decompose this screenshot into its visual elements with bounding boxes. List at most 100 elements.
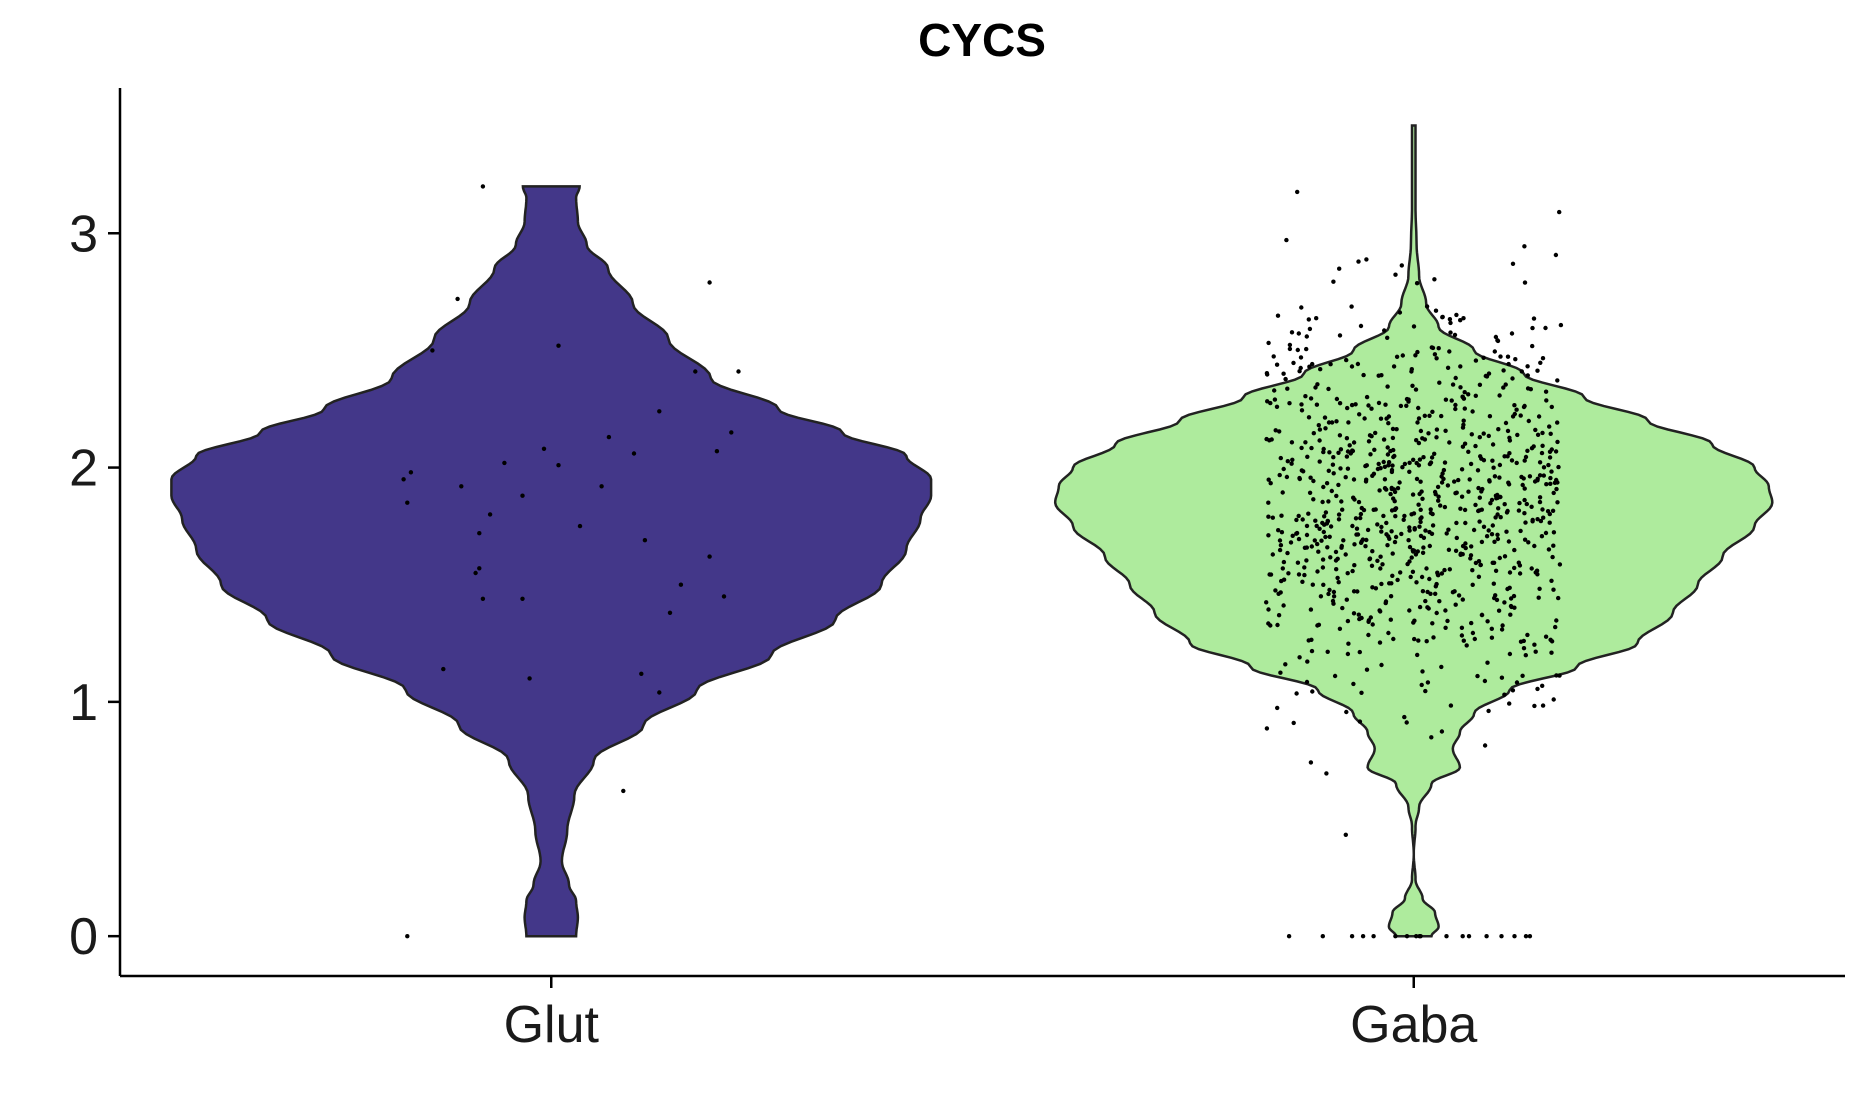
data-point [1283,376,1288,382]
data-point [1388,594,1394,599]
data-point [1512,403,1517,408]
data-point [1369,563,1375,568]
data-point [1268,481,1273,486]
data-point [1527,934,1533,939]
data-point [1331,589,1337,595]
data-point [1505,454,1510,459]
data-point [1307,326,1313,332]
data-point [1321,582,1326,587]
data-point [1502,502,1507,507]
data-point [1310,361,1315,367]
data-point [1375,558,1380,563]
data-point [1337,433,1343,438]
data-point [1340,605,1345,611]
data-point [1443,428,1448,433]
data-point [1520,482,1525,488]
data-point [1498,515,1503,520]
data-point [1444,934,1449,939]
data-point [707,280,712,285]
data-point [1550,508,1556,513]
data-point [1543,634,1549,639]
data-point [1314,402,1320,407]
data-point [1285,550,1290,556]
data-point [1275,313,1281,318]
data-point [1398,570,1403,575]
data-point [1521,646,1527,651]
data-point [1389,486,1395,492]
data-point [1425,589,1430,595]
data-point [1343,475,1348,480]
data-point [1499,934,1504,939]
data-point [1331,594,1337,599]
data-point [1266,500,1271,505]
data-point [1382,464,1388,469]
data-point [1336,482,1341,488]
data-point [1461,418,1466,423]
data-point [1417,934,1422,939]
data-point [606,434,612,440]
data-point [1439,413,1444,419]
data-point [1412,636,1417,642]
data-point [1496,506,1501,511]
data-point [480,184,486,189]
data-point [1512,411,1518,417]
data-point [1426,606,1431,611]
data-point [1529,566,1534,571]
data-point [1551,530,1557,535]
data-point [1505,586,1510,592]
data-point [1432,451,1437,456]
data-point [1279,530,1285,535]
data-point [1304,679,1310,685]
data-point [1437,599,1442,604]
data-point [1502,554,1508,559]
data-point [1441,467,1447,473]
data-point [1445,483,1451,488]
data-point [1453,406,1458,412]
data-point [1313,518,1318,523]
data-point [1419,574,1425,580]
data-point [1445,618,1450,624]
data-point [1443,608,1448,613]
data-point [1318,594,1324,599]
data-point [1554,486,1559,492]
data-point [1336,450,1341,455]
data-point [1553,624,1558,630]
data-point [1304,558,1309,563]
data-point [1352,542,1357,547]
data-point [1537,495,1543,500]
data-point [1266,533,1271,538]
data-point [1367,433,1373,438]
data-point [1434,427,1440,432]
data-point [1303,440,1308,445]
data-point [1514,460,1519,466]
data-point [1477,435,1483,440]
data-point [1525,448,1530,453]
data-point [1437,380,1442,385]
data-point [1415,652,1420,658]
data-point [473,570,478,576]
data-point [1513,357,1518,362]
data-point [1483,373,1489,379]
data-point [1456,477,1461,483]
data-point [1345,466,1351,471]
data-point [1370,622,1375,627]
data-point [1430,345,1436,351]
data-point [1537,499,1543,505]
data-point [1337,401,1343,406]
data-point [1502,692,1507,697]
data-point [1478,562,1483,568]
data-point [1281,559,1287,565]
data-point [520,596,525,601]
data-point [1496,427,1501,432]
data-point [1427,413,1432,418]
data-point [1377,488,1382,493]
data-point [1407,544,1413,550]
data-point [1296,331,1302,336]
data-point [1414,580,1419,585]
data-point [1382,328,1387,333]
data-point [1288,540,1294,545]
data-point [1497,555,1503,561]
data-point [1460,395,1466,400]
data-point [1413,387,1419,392]
data-point [1391,364,1397,369]
